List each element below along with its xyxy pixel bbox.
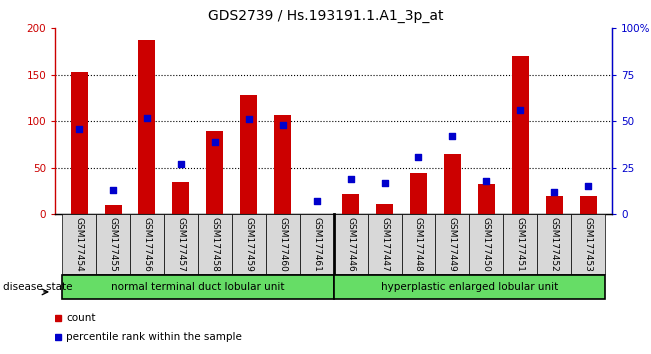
- Point: [447, 133, 458, 139]
- Bar: [333, 275, 605, 299]
- Bar: [546, 195, 562, 214]
- Bar: [240, 95, 257, 214]
- Text: GSM177448: GSM177448: [414, 217, 423, 272]
- Point: [515, 107, 525, 113]
- Bar: [512, 56, 529, 214]
- Point: [74, 126, 84, 131]
- Bar: [173, 182, 189, 214]
- Bar: [402, 214, 436, 274]
- Point: [176, 161, 186, 167]
- Bar: [232, 214, 266, 274]
- Bar: [579, 195, 597, 214]
- Point: [413, 154, 424, 159]
- Bar: [436, 214, 469, 274]
- Bar: [410, 173, 427, 214]
- Bar: [376, 204, 393, 214]
- Text: GSM177450: GSM177450: [482, 217, 491, 272]
- Text: count: count: [66, 313, 96, 323]
- Text: GSM177452: GSM177452: [549, 217, 559, 272]
- Text: GSM177447: GSM177447: [380, 217, 389, 272]
- Bar: [198, 214, 232, 274]
- Point: [277, 122, 288, 128]
- Bar: [62, 214, 96, 274]
- Text: GDS2739 / Hs.193191.1.A1_3p_at: GDS2739 / Hs.193191.1.A1_3p_at: [208, 9, 443, 23]
- Bar: [266, 214, 299, 274]
- Bar: [62, 275, 333, 299]
- Point: [142, 115, 152, 120]
- Text: percentile rank within the sample: percentile rank within the sample: [66, 332, 242, 342]
- Bar: [274, 115, 291, 214]
- Bar: [299, 214, 333, 274]
- Text: normal terminal duct lobular unit: normal terminal duct lobular unit: [111, 282, 284, 292]
- Bar: [478, 183, 495, 214]
- Bar: [342, 194, 359, 214]
- Point: [108, 187, 118, 193]
- Point: [481, 178, 492, 183]
- Bar: [164, 214, 198, 274]
- Text: GSM177454: GSM177454: [75, 217, 83, 272]
- Bar: [130, 214, 164, 274]
- Text: GSM177449: GSM177449: [448, 217, 457, 272]
- Bar: [503, 214, 537, 274]
- Text: GSM177446: GSM177446: [346, 217, 355, 272]
- Bar: [571, 214, 605, 274]
- Text: GSM177456: GSM177456: [143, 217, 152, 272]
- Text: GSM177458: GSM177458: [210, 217, 219, 272]
- Point: [210, 139, 220, 144]
- Bar: [333, 214, 368, 274]
- Bar: [537, 214, 571, 274]
- Bar: [139, 40, 156, 214]
- Bar: [469, 214, 503, 274]
- Bar: [105, 205, 122, 214]
- Text: GSM177453: GSM177453: [584, 217, 592, 272]
- Bar: [96, 214, 130, 274]
- Text: GSM177451: GSM177451: [516, 217, 525, 272]
- Point: [583, 183, 594, 189]
- Point: [346, 176, 356, 182]
- Text: GSM177459: GSM177459: [244, 217, 253, 272]
- Point: [311, 198, 322, 204]
- Bar: [444, 154, 461, 214]
- Bar: [206, 131, 223, 214]
- Text: GSM177455: GSM177455: [109, 217, 118, 272]
- Point: [243, 116, 254, 122]
- Text: disease state: disease state: [3, 282, 73, 292]
- Text: hyperplastic enlarged lobular unit: hyperplastic enlarged lobular unit: [381, 282, 558, 292]
- Point: [549, 189, 559, 195]
- Text: GSM177460: GSM177460: [278, 217, 287, 272]
- Text: GSM177457: GSM177457: [176, 217, 186, 272]
- Bar: [70, 72, 88, 214]
- Text: GSM177461: GSM177461: [312, 217, 321, 272]
- Point: [380, 180, 390, 185]
- Bar: [368, 214, 402, 274]
